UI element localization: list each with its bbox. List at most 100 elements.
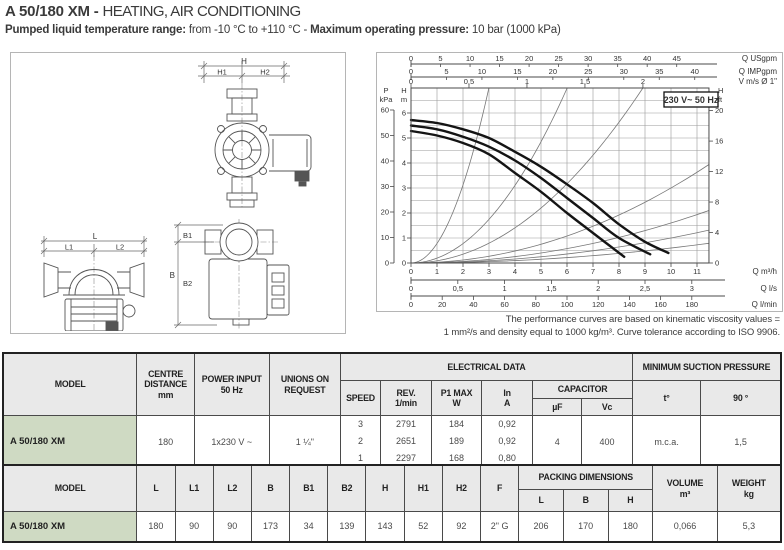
svg-text:Q l/min: Q l/min — [752, 300, 777, 309]
top-axis-0: 0 5 10 15 20 25 30 35 40 45 Q USgpm — [409, 54, 777, 67]
B1-value: 34 — [289, 511, 329, 542]
svg-text:0: 0 — [715, 259, 719, 268]
svg-text:0: 0 — [409, 67, 413, 76]
svg-text:120: 120 — [592, 300, 605, 309]
dim-label-B2: B2 — [183, 279, 192, 288]
svg-text:Q IMPgpm: Q IMPgpm — [739, 67, 778, 76]
max-pressure-label: Maximum operating pressure: — [310, 24, 469, 36]
capacitor-uf-value: 4 — [532, 415, 583, 469]
capacitor-vc-value: 400 — [581, 415, 633, 469]
svg-text:0: 0 — [409, 77, 413, 86]
svg-text:0: 0 — [409, 267, 413, 276]
svg-text:2: 2 — [461, 267, 465, 276]
svg-text:11: 11 — [693, 267, 701, 276]
svg-text:3: 3 — [487, 267, 491, 276]
svg-text:9: 9 — [643, 267, 647, 276]
packing-B-header: B — [562, 489, 609, 512]
svg-text:Q l/s: Q l/s — [761, 284, 777, 293]
svg-text:15: 15 — [513, 67, 521, 76]
p1-speed-2: 189 — [449, 436, 465, 447]
title-application: HEATING, AIR CONDITIONING — [102, 3, 302, 20]
svg-text:0: 0 — [402, 259, 406, 268]
dim-label-H2: H2 — [260, 68, 270, 77]
in-speed-3: 0,92 — [498, 419, 516, 430]
speed-1: 1 — [357, 453, 363, 464]
rev-speed-3: 2791 — [395, 419, 416, 430]
svg-text:40: 40 — [691, 67, 699, 76]
col-B-header: B — [250, 464, 291, 512]
footnote-line-1: The performance curves are based on kine… — [505, 314, 780, 325]
top-axis-2: 0 0,5 1 1,5 2 V m/s Ø 1" — [409, 77, 777, 88]
svg-text:H: H — [401, 86, 406, 95]
col-H-header: H — [365, 464, 405, 512]
svg-text:0: 0 — [409, 54, 413, 63]
p1-speed-3: 184 — [449, 419, 465, 430]
svg-text:2: 2 — [596, 284, 600, 293]
svg-text:6: 6 — [402, 109, 406, 118]
svg-text:16: 16 — [715, 137, 723, 146]
side-view-L-dimension-lines — [40, 236, 148, 257]
svg-text:1,5: 1,5 — [546, 284, 556, 293]
dimensional-drawings-panel: H H1 H2 — [10, 52, 346, 334]
svg-text:100: 100 — [561, 300, 574, 309]
dimensional-drawings: H H1 H2 — [40, 57, 312, 333]
col-L-header: L — [136, 464, 176, 512]
col-H2-header: H2 — [441, 464, 482, 512]
F-value: 2" G — [480, 511, 520, 542]
col-F-header: F — [480, 464, 520, 512]
svg-text:10: 10 — [478, 67, 486, 76]
H1-value: 52 — [403, 511, 443, 542]
min-suction-pressure-group-header: MINIMUM SUCTION PRESSURE — [631, 352, 782, 381]
svg-text:5: 5 — [444, 67, 448, 76]
svg-text:30: 30 — [584, 54, 592, 63]
in-speed-2: 0,92 — [498, 436, 516, 447]
col-in-header: In A — [480, 380, 534, 416]
B-value: 173 — [250, 511, 291, 542]
svg-text:40: 40 — [469, 300, 477, 309]
svg-text:20: 20 — [715, 106, 723, 115]
max-pressure-value: 10 bar (1000 kPa) — [468, 24, 561, 36]
B2-value: 139 — [327, 511, 367, 542]
svg-text:45: 45 — [673, 54, 681, 63]
svg-text:230 V~ 50 Hz: 230 V~ 50 Hz — [664, 95, 719, 105]
svg-text:50: 50 — [381, 131, 389, 140]
svg-text:140: 140 — [623, 300, 636, 309]
voltage-badge: 230 V~ 50 Hz — [663, 91, 719, 108]
p1max-values: 184 189 168 — [431, 415, 482, 469]
svg-text:20: 20 — [381, 208, 389, 217]
dim-label-H: H — [241, 57, 247, 66]
weight-value: 5,3 — [716, 511, 782, 542]
bottom-axis-1: 0 0,5 1 1,5 2 2,5 3 Q l/s — [409, 277, 777, 293]
centerlines — [93, 83, 279, 333]
pump-front-view — [214, 88, 312, 208]
volume-value: 0,066 — [652, 511, 718, 542]
svg-text:7: 7 — [591, 267, 595, 276]
svg-text:8: 8 — [617, 267, 621, 276]
model-value: A 50/180 XM — [2, 415, 138, 469]
svg-text:1: 1 — [503, 284, 507, 293]
pump-curves — [409, 118, 670, 258]
svg-text:1: 1 — [525, 77, 529, 86]
svg-text:ft: ft — [718, 95, 723, 104]
svg-text:10: 10 — [381, 233, 389, 242]
col-unions-header: UNIONS ON REQUEST — [268, 352, 342, 416]
suction-t-value: m.c.a. — [631, 415, 702, 469]
svg-text:6: 6 — [565, 267, 569, 276]
packing-dimensions-group-header: PACKING DIMENSIONS — [518, 464, 654, 490]
col-H1-header: H1 — [403, 464, 443, 512]
page-subtitle: Pumped liquid temperature range: from -1… — [5, 23, 780, 38]
curve-tolerance-footnote: The performance curves are based on kine… — [220, 314, 781, 339]
svg-text:2: 2 — [402, 209, 406, 218]
svg-text:0,5: 0,5 — [453, 284, 463, 293]
packing-H-value: 180 — [607, 511, 654, 542]
footnote-line-2: 1 mm²/s and density equal to 1000 kg/m³.… — [443, 326, 781, 338]
rev-speed-1: 2297 — [395, 453, 416, 464]
svg-text:5: 5 — [539, 267, 543, 276]
col-90deg-header: 90 ° — [700, 380, 782, 416]
svg-text:35: 35 — [613, 54, 621, 63]
p1-speed-1: 168 — [449, 453, 465, 464]
packing-H-header: H — [607, 489, 654, 512]
svg-text:180: 180 — [686, 300, 699, 309]
svg-text:3: 3 — [402, 184, 406, 193]
